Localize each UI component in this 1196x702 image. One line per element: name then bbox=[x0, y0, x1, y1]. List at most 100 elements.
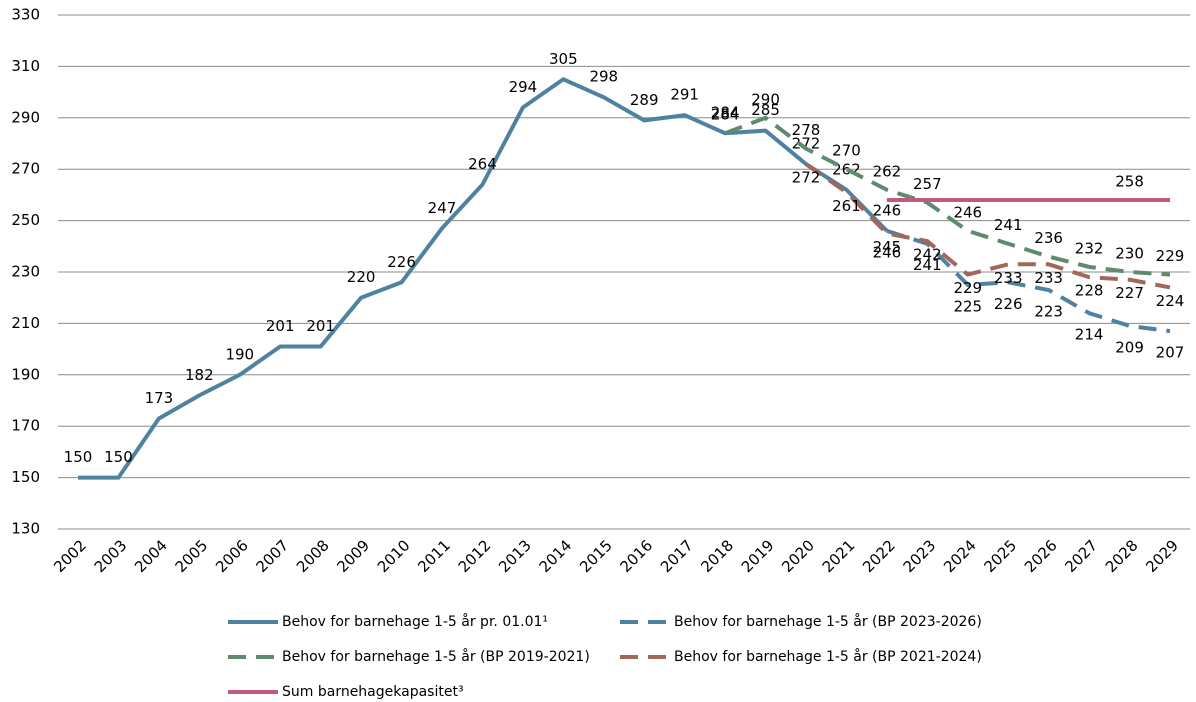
x-tick-label: 2026 bbox=[1021, 536, 1061, 576]
x-tick-label: 2003 bbox=[91, 536, 131, 576]
data-label: 272 bbox=[792, 169, 821, 187]
x-tick-label: 2021 bbox=[819, 536, 859, 576]
x-tick-label: 2025 bbox=[981, 536, 1021, 576]
y-tick-label: 290 bbox=[11, 108, 40, 126]
x-tick-label: 2013 bbox=[495, 536, 535, 576]
data-label: 236 bbox=[1034, 229, 1063, 247]
data-label: 272 bbox=[792, 135, 821, 153]
data-label: 270 bbox=[832, 142, 861, 160]
x-tick-label: 2029 bbox=[1142, 536, 1182, 576]
data-label: 241 bbox=[994, 216, 1023, 234]
data-label: 190 bbox=[225, 345, 254, 363]
y-tick-label: 150 bbox=[11, 468, 40, 486]
x-tick-label: 2027 bbox=[1061, 536, 1101, 576]
data-label: 246 bbox=[953, 203, 982, 221]
data-label: 230 bbox=[1115, 245, 1144, 263]
data-label: 261 bbox=[832, 197, 861, 215]
series-line bbox=[78, 76, 889, 480]
data-label: 228 bbox=[1075, 282, 1104, 300]
data-label: 227 bbox=[1115, 284, 1144, 302]
data-label: 298 bbox=[589, 68, 618, 86]
y-tick-label: 170 bbox=[11, 417, 40, 435]
x-tick-label: 2024 bbox=[940, 536, 980, 576]
x-tick-label: 2020 bbox=[778, 536, 818, 576]
data-label: 209 bbox=[1115, 338, 1144, 356]
x-tick-label: 2028 bbox=[1102, 536, 1142, 576]
series-line bbox=[804, 162, 1171, 290]
data-label: 214 bbox=[1075, 326, 1104, 344]
data-label: 223 bbox=[1034, 302, 1063, 320]
data-label: 264 bbox=[468, 155, 497, 173]
data-label: 289 bbox=[630, 91, 659, 109]
data-label: 226 bbox=[387, 253, 416, 271]
x-tick-label: 2010 bbox=[374, 536, 414, 576]
series-line bbox=[886, 228, 1171, 334]
x-tick-label: 2008 bbox=[293, 536, 333, 576]
y-tick-label: 190 bbox=[11, 365, 40, 383]
data-label: 241 bbox=[913, 256, 942, 274]
x-tick-label: 2014 bbox=[536, 536, 576, 576]
x-tick-label: 2022 bbox=[859, 536, 899, 576]
x-tick-label: 2017 bbox=[657, 536, 697, 576]
data-label: 229 bbox=[953, 279, 982, 297]
data-label: 262 bbox=[873, 162, 902, 180]
data-label: 150 bbox=[104, 448, 133, 466]
data-label: 229 bbox=[1156, 247, 1185, 265]
data-label: 284 bbox=[711, 106, 740, 124]
data-label: 226 bbox=[994, 295, 1023, 313]
legend-label: Behov for barnehage 1-5 år (BP 2023-2026… bbox=[674, 613, 982, 630]
y-tick-label: 130 bbox=[11, 520, 40, 538]
x-tick-label: 2006 bbox=[212, 536, 252, 576]
data-label: 290 bbox=[751, 90, 780, 108]
x-tick-label: 2007 bbox=[253, 536, 293, 576]
x-tick-label: 2005 bbox=[172, 536, 212, 576]
data-label: 207 bbox=[1156, 344, 1185, 362]
x-tick-label: 2015 bbox=[576, 536, 616, 576]
data-label: 225 bbox=[953, 297, 982, 315]
data-label: 245 bbox=[873, 238, 902, 256]
data-label: 294 bbox=[509, 78, 538, 96]
y-tick-label: 330 bbox=[11, 6, 40, 24]
data-label: 224 bbox=[1156, 292, 1185, 310]
x-tick-label: 2002 bbox=[50, 536, 90, 576]
y-tick-label: 210 bbox=[11, 314, 40, 332]
x-tick-label: 2018 bbox=[697, 536, 737, 576]
legend-label: Behov for barnehage 1-5 år (BP 2021-2024… bbox=[674, 648, 982, 665]
x-tick-label: 2009 bbox=[333, 536, 373, 576]
y-tick-label: 310 bbox=[11, 57, 40, 75]
data-label: 150 bbox=[64, 448, 93, 466]
data-label: 246 bbox=[873, 201, 902, 219]
data-label: 247 bbox=[428, 199, 457, 217]
data-label: 291 bbox=[670, 86, 699, 104]
legend-label: Behov for barnehage 1-5 år pr. 01.01¹ bbox=[282, 613, 548, 630]
x-tick-label: 2012 bbox=[455, 536, 495, 576]
data-label: 305 bbox=[549, 50, 578, 68]
data-label: 257 bbox=[913, 175, 942, 193]
x-tick-label: 2016 bbox=[617, 536, 657, 576]
legend-label: Behov for barnehage 1-5 år (BP 2019-2021… bbox=[282, 648, 590, 665]
data-label: 201 bbox=[266, 317, 295, 335]
x-tick-label: 2019 bbox=[738, 536, 778, 576]
series-line bbox=[724, 115, 1171, 277]
data-label: 232 bbox=[1075, 239, 1104, 257]
x-tick-label: 2023 bbox=[900, 536, 940, 576]
data-label: 220 bbox=[347, 268, 376, 286]
data-label: 233 bbox=[1034, 269, 1063, 287]
data-label: 278 bbox=[792, 121, 821, 139]
data-label: 284 bbox=[711, 104, 740, 122]
data-label: 201 bbox=[306, 317, 335, 335]
data-label: 258 bbox=[1115, 173, 1144, 191]
x-tick-label: 2011 bbox=[414, 536, 454, 576]
data-label: 285 bbox=[751, 101, 780, 119]
y-tick-label: 250 bbox=[11, 211, 40, 229]
data-label: 182 bbox=[185, 366, 214, 384]
data-label: 233 bbox=[994, 269, 1023, 287]
data-label: 173 bbox=[145, 389, 174, 407]
y-tick-label: 230 bbox=[11, 263, 40, 281]
legend-label: Sum barnehagekapasitet³ bbox=[282, 684, 464, 700]
data-label: 242 bbox=[913, 246, 942, 264]
x-tick-label: 2004 bbox=[131, 536, 171, 576]
y-tick-label: 270 bbox=[11, 160, 40, 178]
data-label: 246 bbox=[873, 243, 902, 261]
